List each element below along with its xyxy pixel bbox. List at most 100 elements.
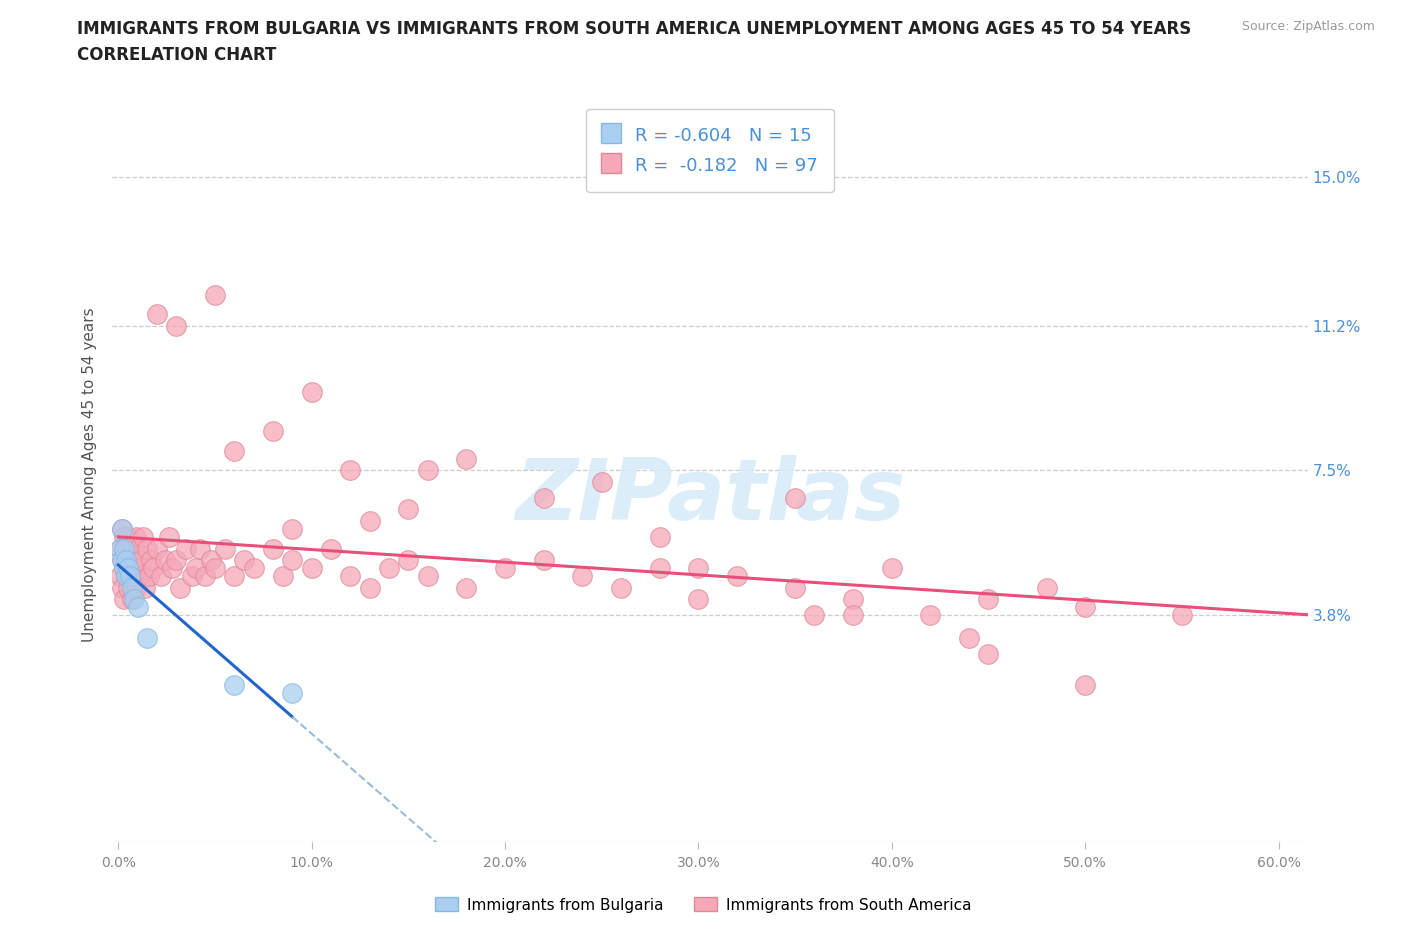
- Point: [141, 552, 163, 567]
- Point: [153, 552, 176, 567]
- Point: [785, 580, 807, 595]
- Point: [1074, 600, 1097, 615]
- Point: [165, 318, 187, 333]
- Point: [785, 490, 807, 505]
- Text: Source: ZipAtlas.com: Source: ZipAtlas.com: [1241, 20, 1375, 33]
- Point: [233, 552, 256, 567]
- Point: [157, 529, 180, 544]
- Point: [396, 552, 419, 567]
- Point: [122, 541, 145, 556]
- Point: [125, 529, 148, 544]
- Point: [204, 287, 226, 302]
- Point: [281, 685, 304, 700]
- Point: [128, 568, 150, 583]
- Point: [115, 568, 138, 583]
- Point: [591, 474, 613, 489]
- Legend: R = -0.604   N = 15, R =  -0.182   N = 97: R = -0.604 N = 15, R = -0.182 N = 97: [586, 109, 834, 192]
- Point: [165, 552, 187, 567]
- Point: [688, 561, 710, 576]
- Point: [184, 561, 207, 576]
- Point: [920, 607, 942, 622]
- Point: [281, 522, 304, 537]
- Point: [533, 552, 555, 567]
- Point: [571, 568, 593, 583]
- Point: [118, 568, 141, 583]
- Point: [648, 529, 671, 544]
- Point: [112, 561, 135, 576]
- Point: [957, 631, 980, 645]
- Point: [378, 561, 401, 576]
- Point: [115, 541, 138, 556]
- Point: [1074, 678, 1097, 693]
- Point: [146, 541, 169, 556]
- Text: CORRELATION CHART: CORRELATION CHART: [77, 46, 277, 64]
- Point: [301, 385, 323, 400]
- Point: [142, 561, 165, 576]
- Point: [149, 568, 172, 583]
- Point: [110, 541, 132, 556]
- Point: [339, 463, 361, 478]
- Point: [117, 580, 139, 595]
- Point: [112, 561, 135, 576]
- Point: [416, 463, 439, 478]
- Point: [117, 552, 139, 567]
- Point: [262, 541, 284, 556]
- Point: [301, 561, 323, 576]
- Point: [127, 600, 149, 615]
- Point: [842, 591, 865, 606]
- Point: [494, 561, 516, 576]
- Point: [396, 502, 419, 517]
- Point: [111, 580, 134, 595]
- Point: [111, 522, 134, 537]
- Point: [117, 529, 139, 544]
- Point: [111, 552, 134, 567]
- Point: [125, 580, 148, 595]
- Point: [112, 541, 135, 556]
- Point: [224, 568, 246, 583]
- Point: [188, 541, 211, 556]
- Point: [977, 591, 1000, 606]
- Point: [174, 541, 197, 556]
- Point: [127, 541, 149, 556]
- Point: [132, 529, 155, 544]
- Point: [200, 552, 222, 567]
- Point: [127, 561, 149, 576]
- Point: [359, 513, 381, 528]
- Point: [416, 568, 439, 583]
- Point: [162, 561, 184, 576]
- Point: [118, 561, 141, 576]
- Y-axis label: Unemployment Among Ages 45 to 54 years: Unemployment Among Ages 45 to 54 years: [82, 307, 97, 642]
- Point: [146, 307, 169, 322]
- Point: [648, 561, 671, 576]
- Point: [803, 607, 825, 622]
- Text: IMMIGRANTS FROM BULGARIA VS IMMIGRANTS FROM SOUTH AMERICA UNEMPLOYMENT AMONG AGE: IMMIGRANTS FROM BULGARIA VS IMMIGRANTS F…: [77, 20, 1191, 38]
- Point: [533, 490, 555, 505]
- Point: [131, 552, 153, 567]
- Legend: Immigrants from Bulgaria, Immigrants from South America: Immigrants from Bulgaria, Immigrants fro…: [429, 891, 977, 919]
- Point: [339, 568, 361, 583]
- Point: [725, 568, 748, 583]
- Point: [262, 424, 284, 439]
- Point: [117, 561, 139, 576]
- Point: [112, 529, 135, 544]
- Point: [224, 444, 246, 458]
- Point: [118, 541, 141, 556]
- Point: [110, 541, 132, 556]
- Point: [242, 561, 264, 576]
- Point: [214, 541, 236, 556]
- Point: [610, 580, 633, 595]
- Point: [110, 568, 132, 583]
- Point: [456, 580, 478, 595]
- Point: [359, 580, 381, 595]
- Point: [136, 541, 159, 556]
- Point: [456, 451, 478, 466]
- Point: [121, 580, 143, 595]
- Point: [194, 568, 217, 583]
- Point: [842, 607, 865, 622]
- Point: [121, 568, 143, 583]
- Point: [122, 591, 145, 606]
- Point: [319, 541, 342, 556]
- Point: [281, 552, 304, 567]
- Point: [115, 568, 138, 583]
- Point: [138, 568, 160, 583]
